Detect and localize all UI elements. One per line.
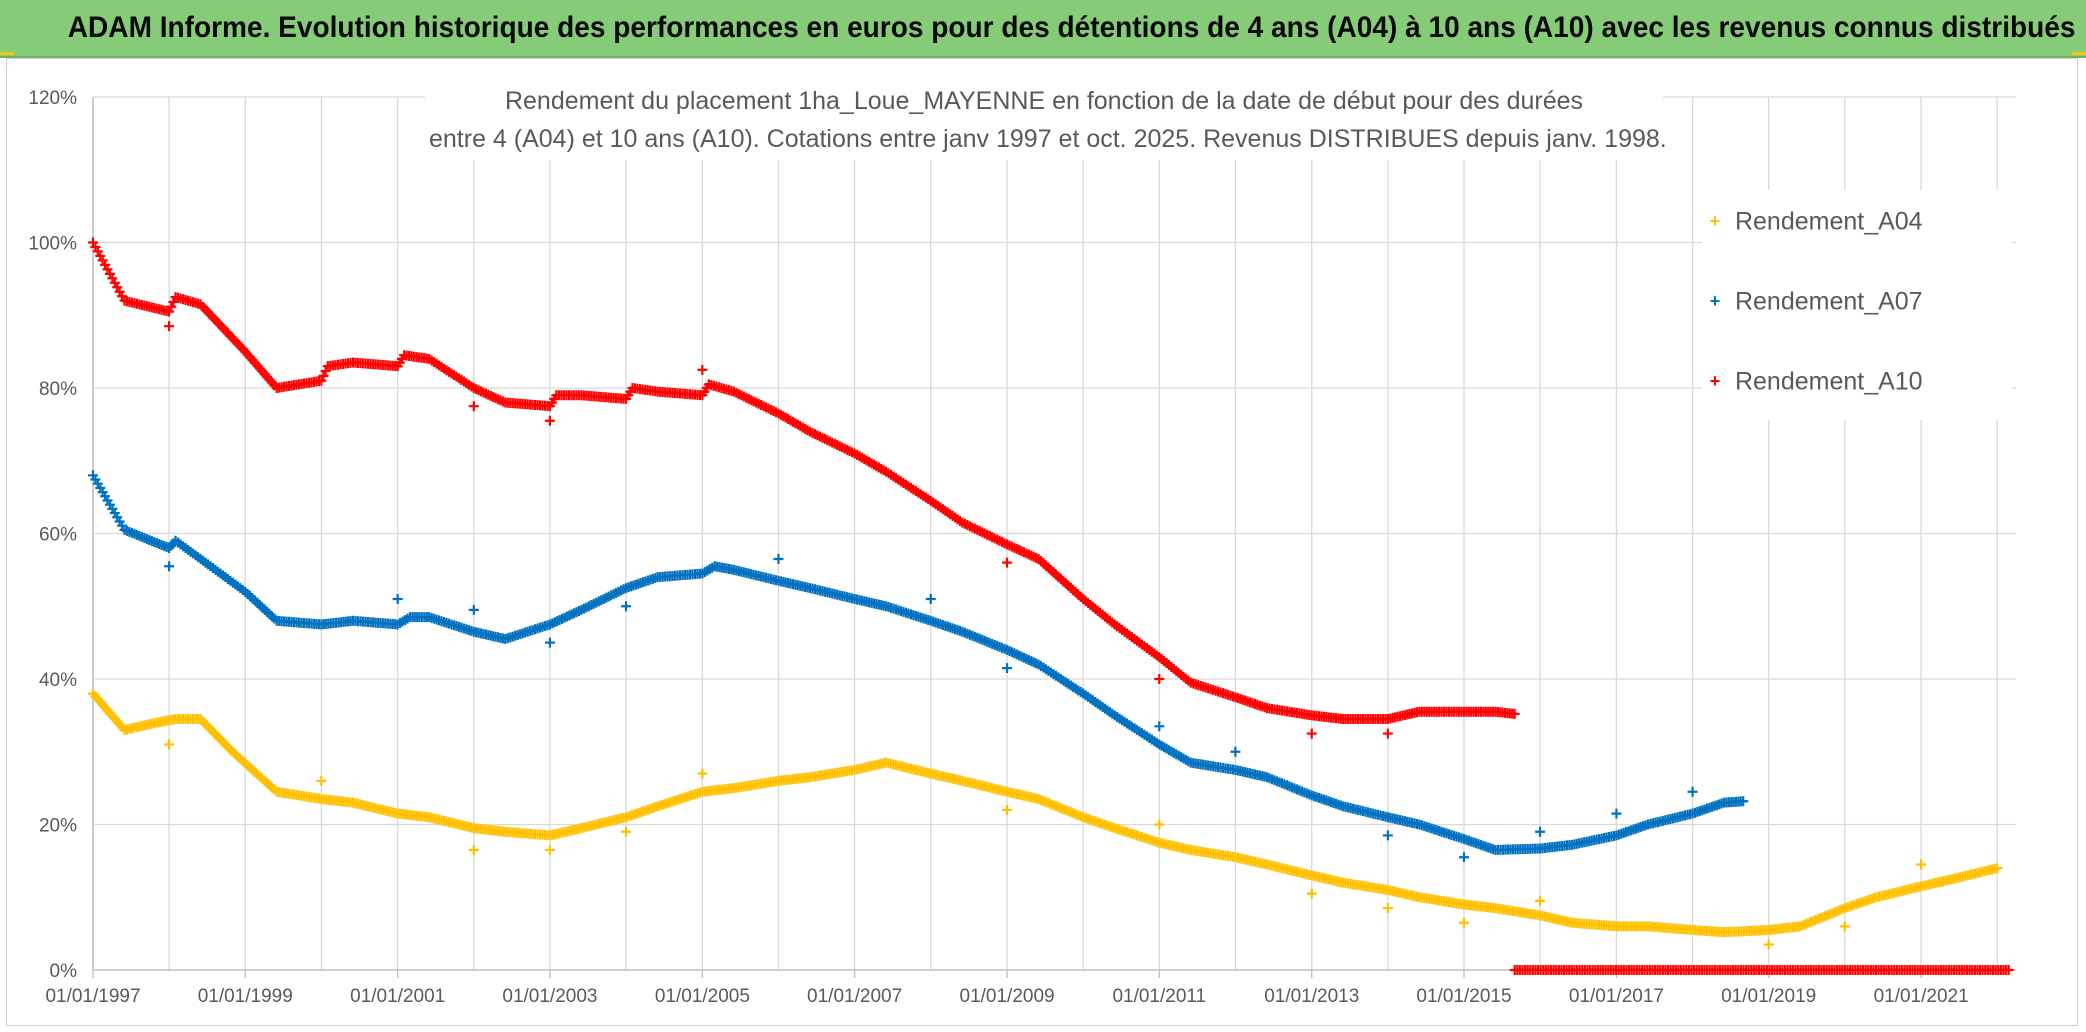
x-tick-label: 01/01/2001 [350, 986, 445, 1007]
x-tick-label: 01/01/2003 [502, 986, 597, 1007]
series-outlier [621, 826, 632, 837]
series-outlier [1154, 721, 1165, 732]
series-point [316, 375, 327, 386]
legend-label-a10: Rendement_A10 [1734, 367, 1923, 396]
series-outlier [468, 401, 479, 412]
y-tick-label: 20% [39, 816, 77, 837]
series-outlier [468, 604, 479, 615]
series-outlier [1382, 903, 1393, 914]
series-point [320, 366, 331, 377]
legend-marker-a04: + [1709, 211, 1721, 232]
banner-left-accent [0, 52, 14, 55]
chart-title: Rendement du placement 1ha_Loue_MAYENNE … [425, 80, 1667, 160]
y-tick-label: 80% [39, 379, 77, 400]
banner-title: ADAM Informe. Evolution historique des p… [67, 11, 2076, 44]
x-tick-label: 01/01/1997 [45, 986, 140, 1007]
series-outlier [1916, 859, 1927, 870]
series-outlier [544, 637, 555, 648]
series-a07 [88, 470, 1749, 863]
series-outlier [1002, 804, 1013, 815]
series-outlier [1002, 557, 1013, 568]
banner-right-accent [2072, 52, 2086, 55]
chart-title-line-1: Rendement du placement 1ha_Loue_MAYENNE … [504, 87, 1584, 115]
x-tick-label: 01/01/1999 [198, 986, 293, 1007]
series-point-zero [2003, 965, 2014, 975]
series-outlier [1535, 895, 1546, 906]
y-tick-label: 60% [39, 525, 77, 546]
x-tick-label: 01/01/2011 [1112, 986, 1206, 1007]
x-tick-label: 01/01/2007 [807, 986, 902, 1007]
x-tick-label: 01/01/2015 [1416, 986, 1511, 1007]
series-outlier [1002, 663, 1013, 674]
series-marks [88, 237, 2014, 975]
series-point [166, 301, 177, 312]
series-outlier [468, 844, 479, 855]
series-outlier [1306, 888, 1317, 899]
y-tick-label: 120% [28, 88, 77, 109]
series-outlier [164, 321, 175, 332]
series-point [1738, 796, 1749, 807]
chart-title-line-2: entre 4 (A04) et 10 ans (A10). Cotations… [429, 125, 1667, 153]
series-a10 [88, 237, 2014, 975]
series-outlier [1154, 674, 1165, 684]
series-outlier [392, 593, 403, 604]
series-outlier [316, 775, 327, 786]
series-point [164, 306, 175, 317]
x-tick-label: 01/01/2013 [1264, 986, 1359, 1007]
series-outlier [164, 739, 175, 750]
series-outlier [697, 768, 708, 779]
series-outlier [1458, 852, 1469, 863]
legend-label-a04: Rendement_A04 [1734, 207, 1923, 236]
series-outlier [1687, 786, 1698, 797]
series-outlier [164, 561, 175, 572]
x-tick-label: 01/01/2021 [1874, 986, 1969, 1007]
series-outlier [1230, 746, 1241, 757]
series-point [318, 370, 329, 381]
series-outlier [1382, 728, 1393, 739]
series-point [1509, 708, 1520, 719]
legend-item-a04: + Rendement_A04 [1702, 200, 1923, 240]
legend-marker-a10: + [1709, 371, 1721, 392]
legend-marker-a07: + [1709, 291, 1721, 312]
series-outlier [1154, 819, 1165, 830]
legend: + Rendement_A04 + Rendement_A07 + Rendem… [1702, 190, 2012, 420]
legend-item-a10: + Rendement_A10 [1702, 360, 1923, 400]
series-outlier [1839, 921, 1850, 932]
series-a04 [88, 688, 2003, 950]
series-outlier [1382, 830, 1393, 841]
banner: ADAM Informe. Evolution historique des p… [0, 0, 2086, 58]
series-outlier [697, 364, 708, 375]
legend-item-a07: + Rendement_A07 [1702, 280, 1923, 320]
series-outlier [544, 844, 555, 855]
x-tick-label: 01/01/2009 [960, 986, 1055, 1007]
x-tick-label: 01/01/2019 [1721, 986, 1816, 1007]
x-tick-label: 01/01/2005 [655, 986, 750, 1007]
series-outlier [773, 553, 784, 564]
series-outlier [925, 593, 936, 604]
x-tick-label: 01/01/2017 [1569, 986, 1664, 1007]
y-tick-label: 100% [28, 234, 77, 255]
series-outlier [1306, 728, 1317, 739]
chart-frame [6, 58, 2078, 1026]
y-tick-label: 0% [50, 961, 78, 982]
y-tick-label: 40% [39, 670, 77, 691]
series-outlier [1763, 939, 1774, 950]
legend-label-a07: Rendement_A07 [1734, 287, 1923, 316]
series-point [1992, 863, 2003, 874]
series-outlier [544, 415, 555, 426]
series-outlier [621, 601, 632, 612]
tick-labels: 0% 20% 40% 60% 80% 100% 120% 01/01/1997 01/01/19… [28, 88, 1968, 1007]
series-outlier [1535, 826, 1546, 837]
series-outlier [1611, 808, 1622, 819]
series-outlier [1458, 917, 1469, 928]
